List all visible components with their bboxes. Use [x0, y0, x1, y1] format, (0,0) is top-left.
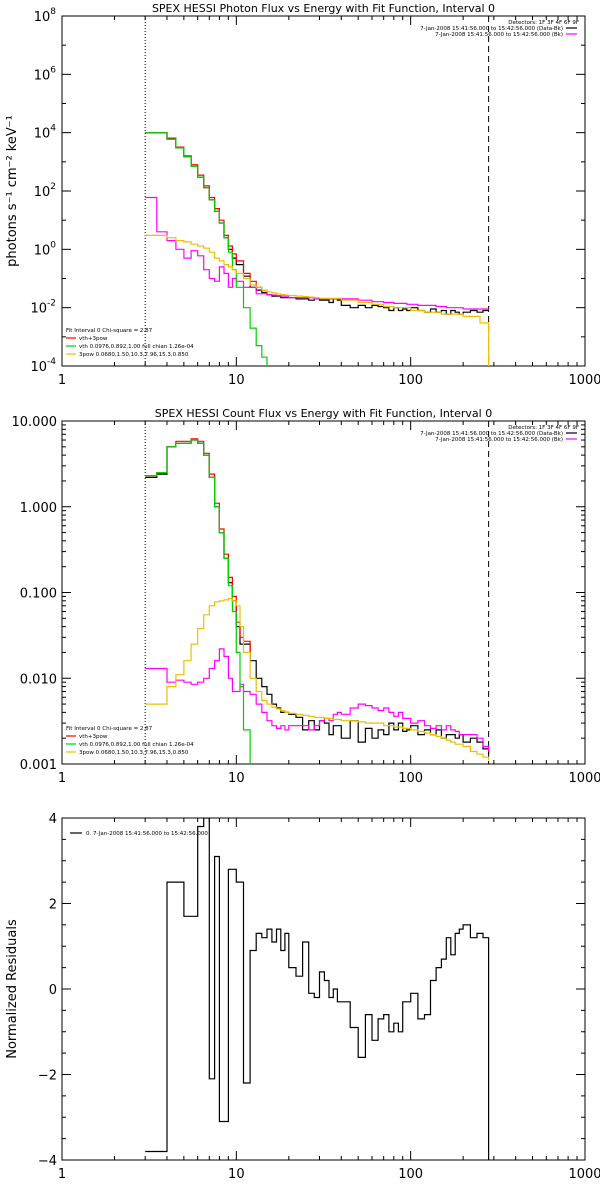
y-tick-label: 4 [49, 812, 57, 827]
x-tick-label: 1 [58, 771, 66, 786]
legend-top-entry: 7-Jan-2008 15:41:56.000 to 15:42:56.000 … [420, 431, 563, 437]
x-tick-label: 100 [398, 373, 423, 388]
x-tick-label: 1 [58, 373, 66, 388]
series-data [145, 132, 489, 315]
x-tick-label: 100 [398, 771, 423, 786]
legend-bottom-entry: 3pow 0.0680,1.50,10.3,7.96,15.3,0.850 [79, 750, 189, 756]
x-tick-label: 1000 [568, 771, 600, 786]
chart-title: SPEX HESSI Photon Flux vs Energy with Fi… [152, 2, 495, 15]
series-bk [145, 648, 490, 752]
y-tick-label: 100 [34, 240, 57, 258]
panel-0: 1 10 100 1000 10-4 10-2 100 102 104 106 108 SPEX HE… [5, 2, 600, 388]
y-tick-label: 104 [34, 124, 57, 142]
y-tick-label: 2 [49, 898, 57, 913]
y-tick-label: 1.000 [20, 501, 57, 516]
x-tick-label: 10 [228, 771, 245, 786]
plot-frame [61, 15, 586, 367]
series-pow [145, 234, 490, 366]
y-tick-label: 108 [34, 7, 57, 25]
x-tick-label: 100 [398, 1167, 423, 1182]
x-tick-label: 1000 [568, 1167, 600, 1182]
y-tick-label: 10-2 [30, 299, 56, 317]
y-tick-label: 0.100 [20, 587, 57, 602]
x-tick-label: 1 [58, 1167, 66, 1182]
y-tick-label: 0.001 [20, 758, 57, 773]
legend-bottom-entry: vth 0.0976,0.892,1.00 full chian 1.26e-0… [79, 344, 194, 350]
legend-top-entry: 0. 7-Jan-2008 15:41:56.000 to 15:42:56.0… [86, 831, 208, 837]
y-tick-label: −2 [38, 1069, 57, 1084]
plot-frame [61, 817, 586, 1161]
series-vth [145, 439, 251, 764]
x-tick-label: 10 [228, 373, 245, 388]
legend-bottom-entry: 3pow 0.0680,1.50,10.3,7.96,15.3,0.850 [79, 352, 189, 358]
plot-frame [61, 420, 586, 765]
legend-bottom-entry: Fit Interval 0 Chi-square = 2.87 [66, 726, 153, 732]
series-bk [145, 196, 489, 310]
legend-bottom-entry: Fit Interval 0 Chi-square = 2.87 [66, 328, 153, 334]
series-pow [145, 598, 490, 761]
legend-top-entry: Detectors: 1F 3F 4F 6F 9F [508, 425, 579, 431]
y-tick-label: 0 [49, 983, 57, 998]
legend-top-entry: 7-Jan-2008 15:41:56.000 to 15:42:56.000 … [420, 26, 563, 32]
x-tick-label: 1000 [568, 373, 600, 388]
y-tick-label: 0.010 [20, 672, 57, 687]
panel-1: 1 10 100 1000 0.001 0.010 0.100 1.000 10.000 SPEX… [12, 407, 600, 786]
x-tick-label: 10 [228, 1167, 245, 1182]
legend-bottom-entry: vth+3pow [79, 336, 108, 342]
series-fit [145, 438, 251, 659]
legend-bottom-entry: vth+3pow [79, 734, 108, 740]
y-tick-label: 106 [34, 65, 57, 83]
legend-bottom-entry: vth 0.0976,0.892,1.00 full chian 1.26e-0… [79, 742, 194, 748]
y-tick-label: 10-4 [30, 357, 56, 375]
y-tick-label: 10.000 [12, 415, 58, 430]
y-tick-label: 102 [34, 182, 56, 200]
legend-top-entry: Detectors: 1F 3F 4F 6F 9F [508, 20, 579, 26]
series-resid [145, 818, 490, 1160]
chart-title: SPEX HESSI Count Flux vs Energy with Fit… [155, 407, 492, 420]
legend-top-entry: 7-Jan-2008 15:41:56.000 to 15:42:56.000 … [435, 437, 563, 443]
y-axis-label: Normalized Residuals [5, 919, 20, 1059]
legend-top-entry: 7-Jan-2008 15:41:56.000 to 15:42:56.000 … [435, 32, 563, 38]
y-tick-label: −4 [38, 1154, 57, 1169]
panel-2: 1 10 100 1000 −4 −2 0 2 4 Normalized Residuals 0. … [5, 812, 600, 1182]
series-vth [145, 132, 268, 366]
y-axis-label: photons s⁻¹ cm⁻² keV⁻¹ [5, 115, 20, 267]
series-data [145, 439, 490, 755]
